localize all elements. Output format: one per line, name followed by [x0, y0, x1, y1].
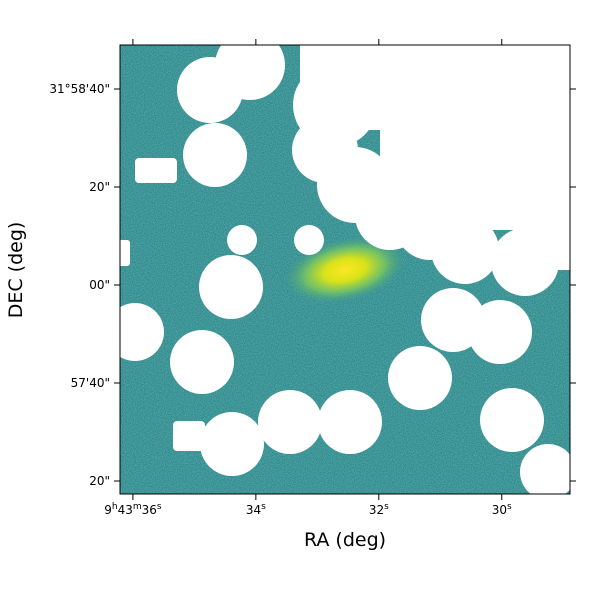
x-tick-label: 30s: [492, 502, 512, 517]
y-tick-label: 57'40": [71, 376, 110, 390]
y-tick-label: 20": [89, 180, 110, 194]
x-axis-label: RA (deg): [304, 529, 386, 551]
y-axis-label: DEC (deg): [5, 222, 27, 319]
x-tick-label: 9h43m36s: [104, 502, 162, 517]
x-tick-label: 34s: [246, 502, 266, 517]
y-tick-label: 20": [89, 474, 110, 488]
masks: [120, 45, 570, 494]
image: [120, 45, 570, 494]
y-tick-label: 31°58'40": [49, 82, 110, 96]
y-tick-label: 00": [89, 278, 110, 292]
plot-frame: [119, 44, 571, 495]
x-tick-label: 32s: [369, 502, 389, 517]
